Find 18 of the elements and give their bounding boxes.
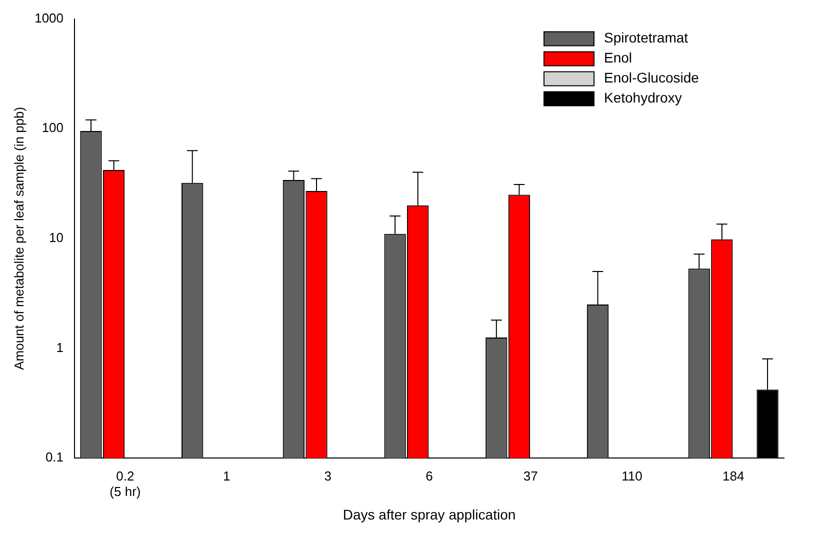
x-tick-label: 1 [222,468,230,484]
y-tick-label: 10 [49,230,64,245]
x-tick-label: 6 [426,468,433,484]
y-tick-label: 100 [42,120,64,136]
x-tick-label: 0.2 (5 hr) [110,468,141,499]
y-tick-label: 0.1 [45,450,64,465]
x-tick-label: 110 [622,468,642,484]
x-tick-label: 3 [324,468,332,484]
legend-label: Enol [604,50,632,66]
legend-label: Spirotetramat [604,30,688,46]
y-tick-label: 1000 [34,10,64,26]
x-axis-title: Days after spray application [342,506,516,522]
y-tick-label: 1 [56,340,64,355]
x-tick-label: 184 [722,468,744,484]
legend-label: Enol-Glucoside [604,70,700,86]
legend-label: Ketohydroxy [604,90,682,106]
x-tick-label: 37 [523,468,538,484]
y-axis-title: Amount of metabolite per leaf sample (in ppb) [11,106,26,370]
